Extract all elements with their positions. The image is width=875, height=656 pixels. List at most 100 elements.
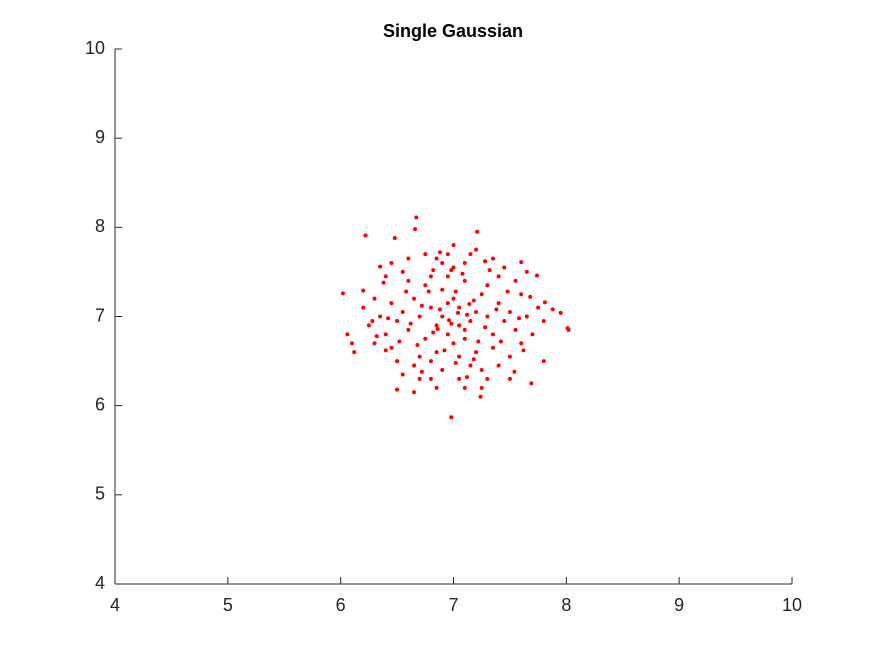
point — [487, 268, 492, 273]
point — [435, 326, 440, 331]
point — [474, 247, 479, 252]
point — [513, 278, 518, 283]
point — [524, 269, 529, 274]
point — [505, 289, 510, 294]
x-tick-label: 10 — [782, 595, 802, 615]
point — [468, 252, 473, 257]
point — [530, 332, 535, 337]
point — [453, 360, 458, 365]
point — [423, 252, 428, 257]
point — [490, 332, 495, 337]
point — [536, 305, 541, 310]
point — [453, 289, 458, 294]
point — [456, 310, 461, 315]
point — [483, 325, 488, 330]
point — [417, 354, 422, 359]
point — [378, 314, 383, 319]
point — [428, 376, 433, 381]
point — [534, 273, 539, 278]
point — [512, 369, 517, 374]
point — [395, 359, 400, 364]
point — [475, 229, 480, 234]
point — [541, 359, 546, 364]
point — [476, 339, 481, 344]
point — [383, 348, 388, 353]
point — [378, 264, 383, 269]
y-tick-label: 9 — [95, 127, 105, 147]
point — [496, 301, 501, 306]
point — [395, 387, 400, 392]
point — [392, 236, 397, 241]
point — [383, 332, 388, 337]
point — [413, 227, 418, 232]
point — [361, 305, 366, 310]
point — [485, 283, 490, 288]
point — [462, 278, 467, 283]
point — [498, 339, 503, 344]
point — [415, 343, 420, 348]
point — [414, 215, 419, 220]
point — [428, 274, 433, 279]
point — [395, 318, 400, 323]
x-tick-label: 8 — [561, 595, 571, 615]
point — [419, 303, 424, 308]
point — [496, 363, 501, 368]
point — [479, 385, 484, 390]
point — [426, 289, 431, 294]
point — [507, 354, 512, 359]
point — [516, 316, 521, 321]
point — [434, 385, 439, 390]
point — [437, 250, 442, 255]
point — [496, 274, 501, 279]
point — [529, 381, 534, 386]
point — [440, 261, 445, 265]
point — [440, 368, 445, 372]
point — [502, 318, 507, 323]
point — [474, 350, 479, 355]
y-tick-label: 7 — [95, 305, 105, 325]
point — [445, 301, 450, 306]
point — [428, 305, 433, 310]
point — [349, 341, 354, 346]
x-tick-label: 7 — [448, 595, 458, 615]
point — [465, 375, 470, 380]
point — [485, 376, 490, 381]
point — [412, 363, 417, 368]
point — [400, 310, 405, 315]
point — [389, 301, 394, 306]
point — [437, 307, 442, 312]
point — [406, 256, 411, 261]
x-tick-label: 5 — [223, 595, 233, 615]
point — [389, 261, 394, 265]
point — [468, 363, 473, 368]
point — [423, 336, 428, 341]
point — [451, 243, 456, 248]
point — [502, 265, 507, 270]
point — [345, 332, 350, 337]
x-tick-label: 4 — [110, 595, 120, 615]
point — [467, 302, 472, 307]
point — [460, 271, 465, 276]
point — [462, 385, 467, 390]
point — [423, 283, 428, 288]
point — [542, 300, 547, 305]
point — [485, 314, 490, 319]
point — [462, 261, 467, 265]
point — [386, 316, 391, 321]
point — [451, 265, 456, 270]
point — [372, 296, 377, 301]
point — [566, 327, 571, 332]
point — [419, 369, 424, 374]
point — [457, 323, 462, 328]
point — [457, 376, 462, 381]
x-tick-label: 9 — [674, 595, 684, 615]
point — [490, 256, 495, 261]
point — [446, 318, 451, 323]
point — [400, 372, 405, 377]
point — [417, 314, 422, 319]
point — [428, 359, 433, 364]
y-tick-label: 8 — [95, 216, 105, 236]
point — [417, 376, 422, 381]
point — [521, 348, 526, 353]
point — [479, 368, 484, 372]
